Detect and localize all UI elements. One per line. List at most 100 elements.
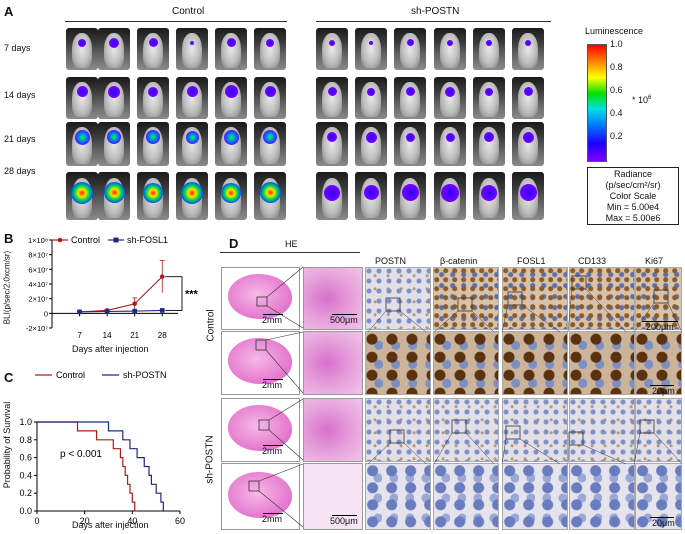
group-line-sh-postn: [316, 21, 551, 22]
group-line-control: [65, 21, 287, 22]
panel-d-label: D: [229, 236, 239, 251]
y-tick-label: 0: [44, 309, 48, 318]
mouse-image: [137, 122, 169, 166]
ihc-image: [635, 463, 682, 530]
scale-bar: [650, 385, 674, 386]
mouse-image: [254, 122, 286, 166]
mouse-image: [66, 77, 98, 119]
ihc-image: [569, 331, 635, 395]
ihc-image: [569, 398, 635, 462]
luminescence-colorbar: [587, 44, 607, 162]
mouse-image: [434, 122, 466, 166]
column-cd133: CD133: [578, 256, 607, 266]
legend-marker-control: [57, 237, 63, 243]
x-tick-label: 28: [158, 331, 167, 340]
row-label-7: 7 days: [4, 43, 31, 53]
mouse-image: [176, 77, 208, 119]
mouse-image: [316, 122, 348, 166]
mouse-image: [176, 172, 208, 220]
scale-bar: [263, 314, 283, 315]
colorbar-title: Luminescence: [585, 26, 644, 36]
mouse-image: [394, 28, 426, 70]
he-whole-control-1: [221, 267, 300, 330]
scale-2mm: 2mm: [262, 380, 282, 390]
mouse-image: [394, 172, 426, 220]
mouse-image: [512, 122, 544, 166]
he-title-line: [220, 252, 360, 253]
data-point: [159, 274, 165, 279]
scale-20um: 20μm: [652, 518, 675, 528]
column-ki67: Ki67: [645, 256, 664, 266]
y-tick-label: 8×10⁷: [28, 251, 48, 260]
mouse-image: [215, 122, 247, 166]
x-tick-label: 20: [80, 516, 90, 526]
he-zoom-sh-1: [303, 398, 363, 462]
scale-bar: [332, 515, 357, 516]
series-line-sh-fosl1: [79, 309, 163, 313]
mouse-image: [512, 28, 544, 70]
y-tick-label: 0.8: [19, 435, 32, 445]
x-tick-label: 0: [34, 516, 39, 526]
p-value-annotation: p < 0.001: [60, 449, 102, 460]
mouse-image: [473, 122, 505, 166]
survival-curve-sh-postn: [37, 421, 166, 512]
scale-500um: 500μm: [330, 315, 358, 325]
scale-2mm: 2mm: [262, 514, 282, 524]
group-label-sh-postn-d: sh-POSTN: [203, 396, 217, 526]
ihc-image: [569, 463, 635, 530]
scale-500um: 500μm: [330, 516, 358, 526]
x-tick-label: 14: [103, 331, 112, 340]
colorbar-tick: 0.2: [610, 131, 623, 141]
mouse-image: [66, 28, 98, 70]
colorbar-tick: 0.8: [610, 62, 623, 72]
mouse-image: [394, 122, 426, 166]
he-zoom-control-2: [303, 331, 363, 395]
x-tick-label: 21: [130, 331, 139, 340]
scale-bar: [650, 517, 674, 518]
mouse-image: [254, 28, 286, 70]
data-point: [104, 309, 110, 314]
legend-label-sh-fosl1: sh-FOSL1: [127, 235, 168, 245]
he-zoom-control-1: [303, 267, 363, 330]
ihc-image: [365, 331, 431, 395]
column-postn: POSTN: [375, 256, 407, 266]
ihc-image: [365, 267, 431, 330]
ihc-image: [635, 398, 682, 462]
he-whole-sh-2: [221, 463, 300, 530]
significance-stars: ***: [185, 289, 199, 301]
mouse-image: [66, 172, 98, 220]
group-label-sh-postn: sh-POSTN: [411, 6, 460, 17]
mouse-image: [98, 28, 130, 70]
series-line-control: [79, 276, 163, 313]
scale-line: Color Scale: [609, 191, 657, 201]
x-tick-label: 40: [127, 516, 137, 526]
ihc-image: [502, 398, 568, 462]
mouse-image: [355, 77, 387, 119]
he-whole-control-2: [221, 331, 300, 395]
legend-label-control: Control: [71, 235, 100, 245]
mouse-image: [137, 77, 169, 119]
mouse-image: [137, 28, 169, 70]
survival-y-axis-title: Probability of Survival: [0, 390, 14, 500]
scale-bar: [263, 445, 283, 446]
scale-bar: [263, 513, 283, 514]
ihc-image: [433, 267, 499, 330]
mouse-image: [254, 77, 286, 119]
y-tick-label: 0.2: [19, 488, 32, 498]
mouse-image: [215, 172, 247, 220]
scale-line: Min = 5.00e4: [606, 202, 660, 212]
scale-bar: [332, 314, 357, 315]
y-tick-label: 0.6: [19, 453, 32, 463]
scale-2mm: 2mm: [262, 315, 282, 325]
mouse-image: [355, 172, 387, 220]
legend-label-sh-postn: sh-POSTN: [123, 370, 167, 380]
scale-line: Max = 5.00e6: [605, 213, 661, 223]
ihc-image: [365, 463, 431, 530]
mouse-image: [66, 122, 98, 166]
survival-curve-control: [37, 421, 138, 512]
y-tick-label: 2×10⁷: [28, 295, 48, 304]
group-label-sh-postn-text: sh-POSTN: [204, 435, 216, 484]
data-point: [132, 301, 137, 307]
y-tick-label: 1×10⁸: [28, 236, 48, 245]
group-label-control-text: Control: [205, 309, 217, 342]
